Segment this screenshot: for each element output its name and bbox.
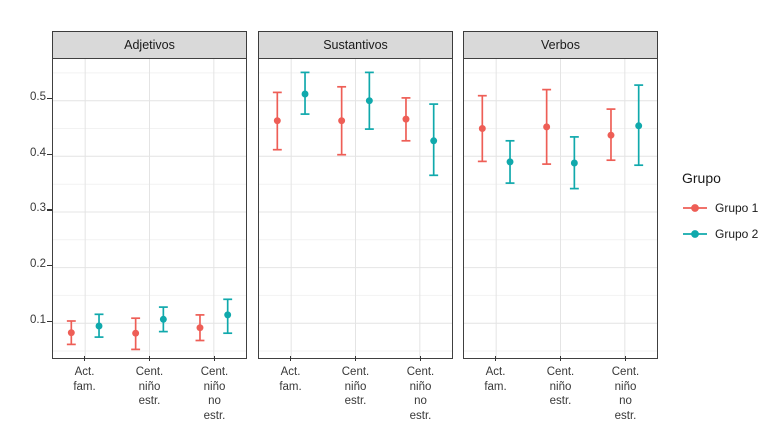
- pointrange-grupo-2: [94, 313, 104, 338]
- point-mean: [224, 311, 232, 319]
- y-tick-label: 0.1: [30, 313, 46, 326]
- x-tick-mark: [213, 356, 216, 361]
- x-tick-label: Cent. niño no estr.: [200, 366, 229, 423]
- x-tick-label: Act. fam.: [484, 366, 507, 393]
- x-axis-labels: Act. fam. Cent. niño estr. Cent. niño no…: [463, 365, 658, 425]
- legend-entry-grupo-2: Grupo 2: [682, 226, 758, 242]
- y-tick-mark: [47, 209, 52, 211]
- x-axis-labels: Act. fam. Cent. niño estr. Cent. niño no…: [52, 365, 247, 425]
- x-tick-mark: [289, 356, 292, 361]
- x-tick-label: Act. fam.: [279, 366, 302, 393]
- pointrange-grupo-2: [364, 71, 374, 130]
- facet-strip-label: Adjetivos: [124, 38, 175, 52]
- point-mean: [273, 117, 281, 125]
- point-mean: [365, 97, 373, 105]
- facet-strip-sustantivos: Sustantivos: [258, 31, 453, 59]
- x-tick-mark: [419, 356, 422, 361]
- x-tick-label: Cent. niño estr.: [341, 366, 370, 408]
- x-tick-mark: [148, 356, 151, 361]
- pointrange-grupo-1: [606, 108, 616, 162]
- pointrange-grupo-1: [195, 314, 205, 342]
- x-tick-label: Cent. niño no estr.: [611, 366, 640, 423]
- pointrange-grupo-1: [401, 97, 411, 142]
- y-tick-mark: [47, 98, 52, 100]
- pointrange-grupo-2: [300, 71, 310, 115]
- x-tick-mark: [494, 356, 497, 361]
- pointrange-key-icon: [683, 230, 707, 238]
- facet-panel-sustantivos: [258, 58, 453, 359]
- pointrange-grupo-2: [158, 306, 168, 333]
- pointrange-grupo-2: [223, 298, 233, 335]
- point-mean: [430, 137, 438, 145]
- legend-entry-grupo-1: Grupo 1: [682, 200, 758, 216]
- y-tick-label: 0.2: [30, 258, 46, 271]
- pointrange-grupo-1: [131, 317, 141, 351]
- x-tick-mark: [624, 356, 627, 361]
- x-tick-label: Cent. niño estr.: [546, 366, 575, 408]
- facet-strip-label: Sustantivos: [323, 38, 388, 52]
- point-mean: [543, 123, 551, 131]
- x-tick-mark: [354, 356, 357, 361]
- pointrange-grupo-1: [337, 85, 347, 156]
- point-mean: [95, 322, 103, 330]
- legend-entry-label: Grupo 2: [715, 227, 759, 241]
- facet-strip-adjetivos: Adjetivos: [52, 31, 247, 59]
- x-tick-mark: [83, 356, 86, 361]
- point-mean: [570, 159, 578, 167]
- point-mean: [196, 324, 204, 332]
- pointrange-grupo-2: [569, 136, 579, 190]
- x-tick-mark: [559, 356, 562, 361]
- facet-panel-adjetivos: [52, 58, 247, 359]
- x-axis-labels: Act. fam. Cent. niño estr. Cent. niño no…: [258, 365, 453, 425]
- point-mean: [132, 329, 140, 337]
- point-mean: [159, 315, 167, 323]
- point-mean: [478, 125, 486, 132]
- facet-panel-verbos: [463, 58, 658, 359]
- facet-verbos: Verbos Act. fam. Cent. niño estr. Cent. …: [463, 31, 658, 422]
- pointrange-grupo-2: [634, 84, 644, 167]
- facet-strip-label: Verbos: [541, 38, 580, 52]
- point-mean: [506, 158, 514, 166]
- x-tick-label: Cent. niño estr.: [135, 366, 164, 408]
- point-mean: [338, 117, 346, 125]
- pointrange-grupo-2: [505, 139, 515, 184]
- point-mean: [607, 131, 615, 139]
- y-tick-mark: [47, 320, 52, 322]
- point-mean: [635, 122, 643, 130]
- y-tick-label: 0.3: [30, 202, 46, 215]
- facet-adjetivos: Adjetivos Act. fam. Cent. niño estr. Cen…: [52, 31, 247, 422]
- point-mean: [402, 115, 410, 123]
- x-tick-label: Cent. niño no estr.: [406, 366, 435, 423]
- pointrange-grupo-1: [272, 91, 282, 151]
- point-mean: [67, 329, 75, 337]
- point-mean: [301, 90, 309, 98]
- pointrange-grupo-2: [429, 103, 439, 177]
- facet-plot-area: [259, 59, 452, 358]
- facet-sustantivos: Sustantivos Act. fam. Cent. niño estr. C…: [258, 31, 453, 422]
- x-tick-label: Act. fam.: [73, 366, 96, 393]
- pointrange-grupo-1: [66, 320, 76, 346]
- pointrange-key-icon: [683, 204, 707, 212]
- legend: Grupo Grupo 1 Grupo 2: [682, 170, 758, 252]
- facet-strip-verbos: Verbos: [463, 31, 658, 59]
- facet-plot-area: [53, 59, 246, 358]
- legend-title: Grupo: [682, 170, 721, 186]
- y-tick-mark: [47, 264, 52, 267]
- pointrange-grupo-1: [477, 94, 487, 163]
- y-tick-label: 0.5: [30, 91, 46, 104]
- facet-plot-area: [464, 59, 657, 358]
- legend-entry-label: Grupo 1: [715, 201, 759, 215]
- y-tick-mark: [47, 153, 52, 156]
- y-tick-label: 0.4: [30, 146, 46, 159]
- pointrange-grupo-1: [542, 88, 552, 165]
